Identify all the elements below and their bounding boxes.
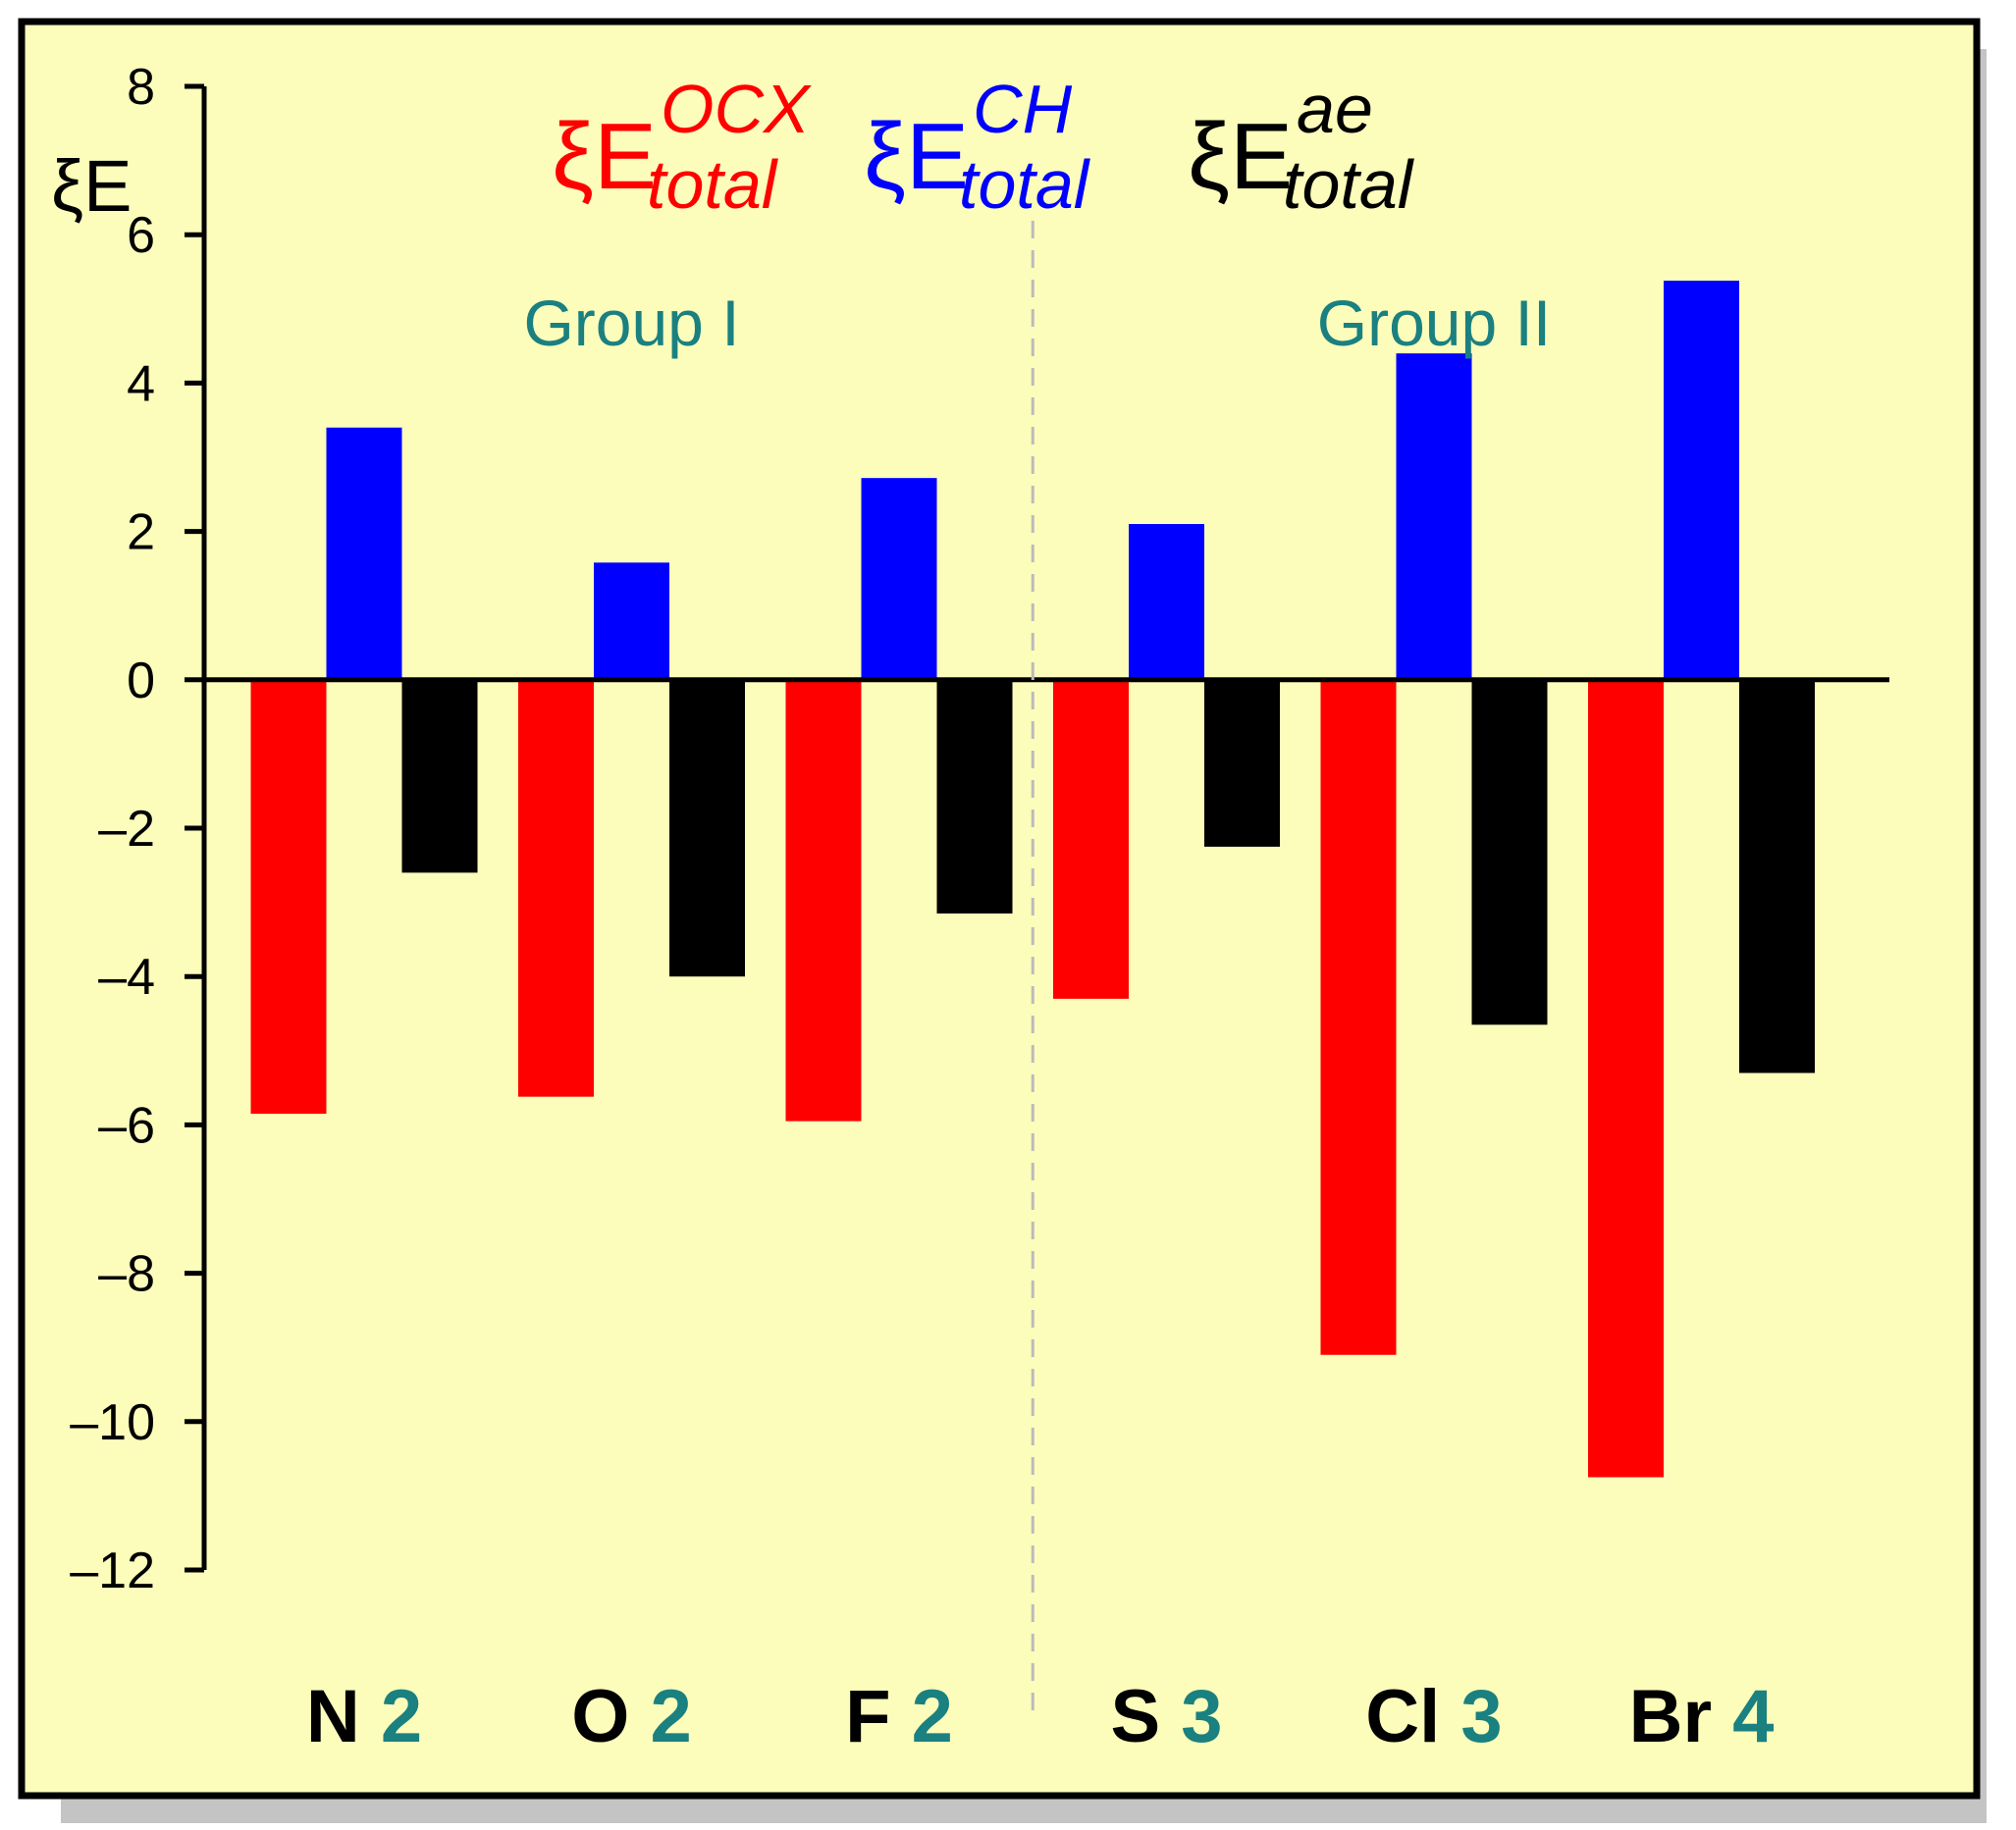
y-tick-label: –12 — [70, 1542, 155, 1599]
category-element: F — [845, 1675, 912, 1758]
y-tick-label: 8 — [127, 59, 155, 116]
category-number: 2 — [912, 1675, 953, 1758]
y-axis-label: ξE — [51, 145, 133, 227]
category-label-cl: Cl 3 — [1365, 1675, 1502, 1758]
bars — [250, 281, 1815, 1478]
category-text: Br 4 — [1629, 1675, 1775, 1758]
category-number: 3 — [1181, 1675, 1222, 1758]
bar-f-series-1 — [785, 679, 862, 1122]
bar-f-series-3 — [936, 679, 1013, 914]
y-tick-label: 0 — [127, 653, 155, 709]
y-tick-label: –6 — [98, 1097, 155, 1154]
y-tick-label: –8 — [98, 1246, 155, 1303]
category-number: 4 — [1732, 1675, 1774, 1758]
category-element: O — [571, 1675, 650, 1758]
y-tick-label: 4 — [127, 355, 155, 412]
category-label-f: F 2 — [845, 1675, 953, 1758]
category-number: 2 — [381, 1675, 422, 1758]
bar-o-series-3 — [669, 679, 745, 977]
group-labels: Group I Group II — [523, 287, 1551, 359]
legend-base: ξE — [864, 104, 969, 209]
category-text: S 3 — [1110, 1675, 1222, 1758]
category-number: 2 — [650, 1675, 691, 1758]
category-element: Cl — [1365, 1675, 1460, 1758]
category-text: Cl 3 — [1365, 1675, 1502, 1758]
legend-subscript: total — [959, 146, 1091, 223]
category-label-n: N 2 — [306, 1675, 422, 1758]
y-ticks: 8 6 4 2 0 –2 –4 –6 –8 –10 –12 — [70, 59, 204, 1599]
bar-n-series-3 — [401, 679, 478, 873]
y-tick-label: 6 — [127, 207, 155, 264]
bar-n-series-1 — [250, 679, 327, 1115]
category-element: N — [306, 1675, 381, 1758]
legend-superscript: ae — [1297, 71, 1373, 147]
category-number: 3 — [1460, 1675, 1502, 1758]
legend-base: ξE — [1188, 104, 1293, 209]
legend-superscript: CH — [973, 71, 1073, 147]
category-text: F 2 — [845, 1675, 953, 1758]
group-label-2: Group II — [1317, 287, 1551, 359]
bar-cl-series-3 — [1471, 679, 1548, 1025]
y-tick-label: –4 — [98, 949, 155, 1006]
category-text: O 2 — [571, 1675, 692, 1758]
bar-br-series-2 — [1664, 281, 1739, 680]
legend-base: ξE — [552, 104, 657, 209]
y-tick-label: 2 — [127, 504, 155, 561]
bar-br-series-3 — [1739, 679, 1815, 1073]
bar-s-series-2 — [1129, 524, 1204, 680]
category-element: Br — [1629, 1675, 1733, 1758]
bar-f-series-2 — [861, 478, 937, 680]
bar-o-series-1 — [518, 679, 594, 1097]
bar-s-series-3 — [1204, 679, 1280, 847]
bar-s-series-1 — [1053, 679, 1129, 999]
bar-cl-series-2 — [1396, 353, 1472, 680]
y-tick-label: –2 — [98, 801, 155, 858]
category-text: N 2 — [306, 1675, 422, 1758]
bar-n-series-2 — [326, 427, 402, 680]
y-tick-label: –10 — [70, 1394, 155, 1451]
legend-subscript: total — [647, 146, 779, 223]
legend-superscript: OCX — [661, 71, 812, 147]
category-label-s: S 3 — [1110, 1675, 1222, 1758]
category-element: S — [1110, 1675, 1181, 1758]
bar-br-series-1 — [1588, 679, 1664, 1478]
group-label-1: Group I — [523, 287, 739, 359]
category-label-br: Br 4 — [1629, 1675, 1775, 1758]
bar-o-series-2 — [594, 562, 669, 680]
category-label-o: O 2 — [571, 1675, 692, 1758]
bar-cl-series-1 — [1320, 679, 1397, 1355]
legend-subscript: total — [1283, 146, 1415, 223]
